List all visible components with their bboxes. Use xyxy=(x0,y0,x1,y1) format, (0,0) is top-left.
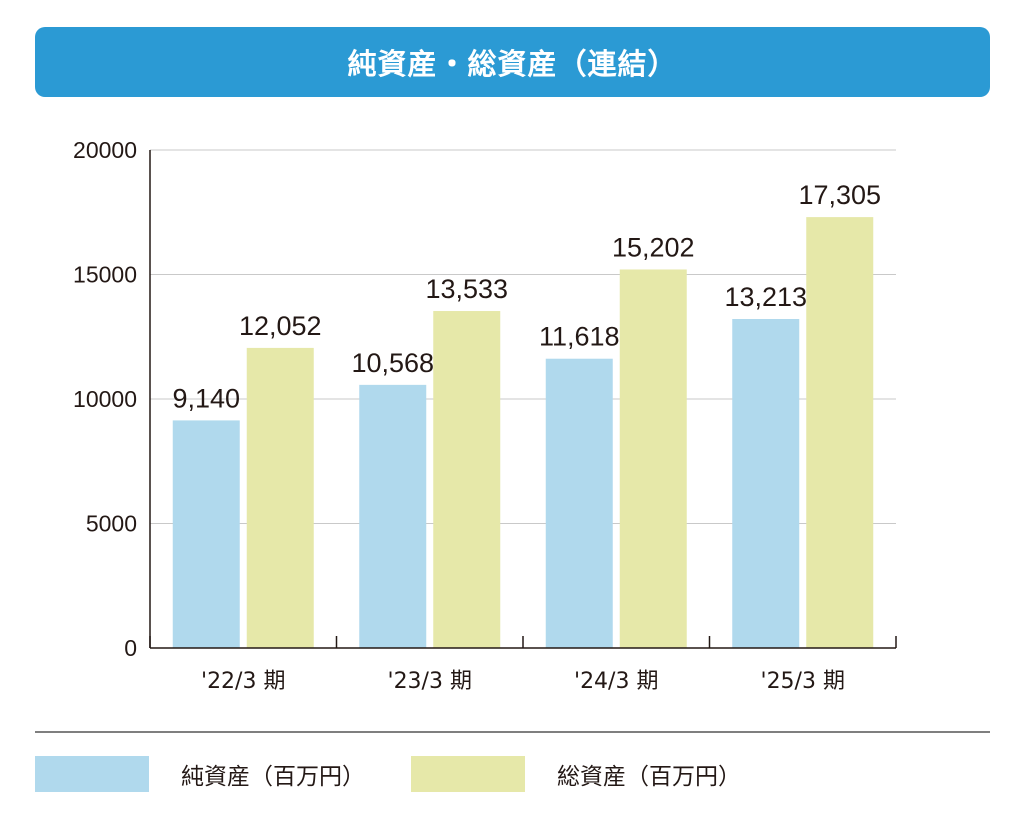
bar-net-assets xyxy=(172,420,240,648)
y-tick-label: 15000 xyxy=(73,262,137,288)
legend-label-net-assets: 純資産（百万円） xyxy=(181,764,365,790)
bar-net-assets xyxy=(545,358,613,648)
data-label: 9,140 xyxy=(172,383,240,413)
x-category-label: '24/3 期 xyxy=(574,669,658,694)
y-tick-label: 5000 xyxy=(86,511,137,537)
data-label: 15,202 xyxy=(612,232,695,262)
legend-item-net-assets: 純資産（百万円） xyxy=(35,756,365,792)
legend: 純資産（百万円） 総資産（百万円） xyxy=(0,756,1025,792)
bar-total-assets xyxy=(619,269,687,648)
chart-title-bar: 純資産・総資産（連結） xyxy=(35,27,990,97)
legend-swatch-total-assets xyxy=(411,756,525,792)
data-label: 13,533 xyxy=(425,274,508,304)
bar-chart: 0 5000 10000 15000 20000 9,140 12,052 '22/3 期 10… xyxy=(73,137,897,694)
data-label: 10,568 xyxy=(351,348,434,378)
data-label: 17,305 xyxy=(798,180,881,210)
bar-net-assets xyxy=(359,384,427,648)
y-tick-label: 10000 xyxy=(73,386,137,412)
y-tick-label: 0 xyxy=(124,635,137,661)
bar-total-assets xyxy=(433,311,501,648)
data-label: 13,213 xyxy=(724,282,807,312)
legend-divider xyxy=(35,731,990,733)
bar-net-assets xyxy=(732,318,800,648)
bar-total-assets xyxy=(806,217,874,648)
bar-total-assets xyxy=(246,347,314,648)
x-category-label: '23/3 期 xyxy=(388,669,472,694)
data-label: 11,618 xyxy=(539,322,620,352)
legend-swatch-net-assets xyxy=(35,756,149,792)
data-label: 12,052 xyxy=(239,311,322,341)
legend-label-total-assets: 総資産（百万円） xyxy=(557,764,741,790)
y-tick-label: 20000 xyxy=(73,137,137,163)
x-category-label: '22/3 期 xyxy=(201,669,285,694)
legend-item-total-assets: 総資産（百万円） xyxy=(411,756,741,792)
chart-title: 純資産・総資産（連結） xyxy=(347,47,678,81)
x-category-label: '25/3 期 xyxy=(761,669,845,694)
